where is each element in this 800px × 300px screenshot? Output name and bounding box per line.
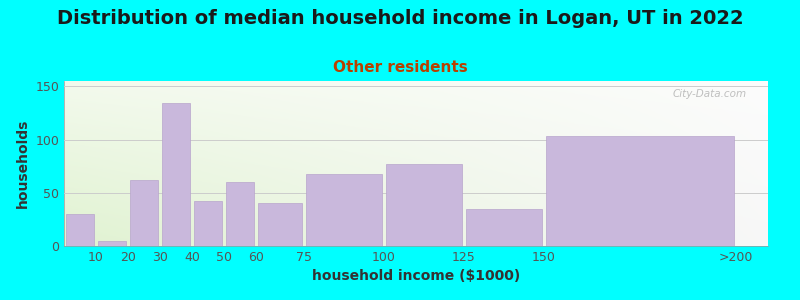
Bar: [466, 209, 542, 246]
Bar: [162, 103, 190, 246]
Bar: [546, 136, 734, 246]
Bar: [130, 180, 158, 246]
Bar: [306, 174, 382, 246]
Bar: [386, 164, 462, 246]
Bar: [66, 214, 94, 246]
Bar: [98, 241, 126, 246]
Bar: [226, 182, 254, 246]
Text: Other residents: Other residents: [333, 60, 467, 75]
Bar: [258, 203, 302, 246]
Text: City-Data.com: City-Data.com: [673, 89, 747, 99]
Y-axis label: households: households: [16, 119, 30, 208]
Bar: [194, 201, 222, 246]
X-axis label: household income ($1000): household income ($1000): [312, 269, 520, 284]
Text: Distribution of median household income in Logan, UT in 2022: Distribution of median household income …: [57, 9, 743, 28]
